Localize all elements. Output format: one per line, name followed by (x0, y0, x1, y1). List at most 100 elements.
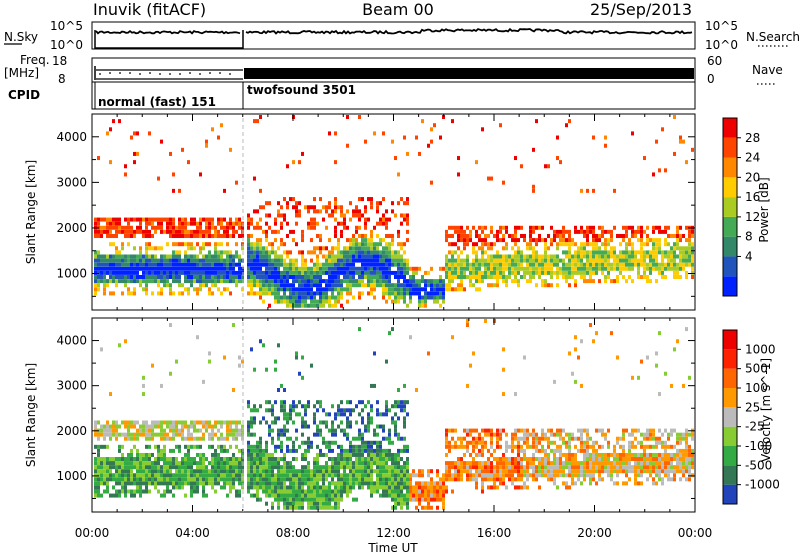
heatmap-cell (262, 489, 265, 494)
heatmap-cell (217, 436, 220, 441)
heatmap-cell (484, 432, 487, 437)
heatmap-cell (214, 279, 217, 284)
heatmap-cell (268, 489, 271, 494)
heatmap-cell (139, 493, 142, 498)
heatmap-cell (313, 262, 316, 267)
heatmap-cell (553, 473, 556, 478)
heatmap-cell (613, 461, 616, 466)
heatmap-cell (385, 465, 388, 470)
heatmap-cell (199, 287, 202, 292)
heatmap-cell (469, 465, 472, 470)
nsearch-label: N.Search (746, 30, 800, 44)
heatmap-cell (166, 254, 169, 259)
heatmap-cell (139, 473, 142, 478)
heatmap-cell (181, 428, 184, 433)
heatmap-cell (376, 448, 379, 453)
heatmap-cell (148, 469, 151, 474)
heatmap-cell (649, 266, 652, 271)
power-ylabel: Slant Range [km] (24, 160, 38, 264)
heatmap-cell (253, 242, 256, 247)
heatmap-cell (295, 270, 298, 275)
heatmap-cell (160, 229, 163, 234)
heatmap-cell (277, 262, 280, 267)
heatmap-cell (490, 452, 493, 457)
heatmap-cell (166, 461, 169, 466)
heatmap-cell (106, 283, 109, 288)
heatmap-cell (298, 270, 301, 275)
heatmap-cell (553, 452, 556, 457)
heatmap-cell (436, 473, 439, 478)
heatmap-cell (292, 160, 295, 165)
heatmap-cell (316, 444, 319, 449)
heatmap-cell (322, 452, 325, 457)
heatmap-cell (115, 477, 118, 482)
heatmap-cell (283, 497, 286, 502)
heatmap-cell (676, 238, 679, 243)
heatmap-cell (238, 489, 241, 494)
heatmap-cell (553, 258, 556, 263)
heatmap-cell (187, 461, 190, 466)
heatmap-cell (130, 457, 133, 462)
heatmap-cell (142, 262, 145, 267)
heatmap-cell (229, 461, 232, 466)
heatmap-cell (286, 287, 289, 292)
heatmap-cell (163, 275, 166, 280)
heatmap-cell (196, 481, 199, 486)
heatmap-cell (361, 258, 364, 263)
heatmap-cell (133, 275, 136, 280)
heatmap-cell (253, 246, 256, 251)
heatmap-cell (505, 246, 508, 251)
heatmap-cell (523, 473, 526, 478)
heatmap-cell (124, 424, 127, 429)
heatmap-cell (598, 225, 601, 230)
heatmap-cell (220, 266, 223, 271)
heatmap-cell (379, 452, 382, 457)
heatmap-cell (148, 229, 151, 234)
heatmap-cell (136, 489, 139, 494)
heatmap-cell (112, 217, 115, 222)
heatmap-cell (379, 201, 382, 206)
heatmap-cell (319, 404, 322, 409)
heatmap-cell (130, 258, 133, 263)
nave-label: Nave (752, 63, 783, 77)
heatmap-cell (628, 432, 631, 437)
heatmap-cell (331, 420, 334, 425)
heatmap-cell (169, 151, 172, 156)
heatmap-cell (337, 238, 340, 243)
heatmap-cell (166, 262, 169, 267)
heatmap-cell (139, 246, 142, 251)
heatmap-cell (220, 461, 223, 466)
heatmap-cell (229, 481, 232, 486)
heatmap-cell (406, 303, 409, 308)
heatmap-cell (601, 457, 604, 462)
heatmap-cell (142, 217, 145, 222)
heatmap-cell (313, 270, 316, 275)
heatmap-cell (631, 444, 634, 449)
heatmap-cell (469, 279, 472, 284)
heatmap-cell (388, 279, 391, 284)
heatmap-cell (187, 262, 190, 267)
heatmap-cell (196, 221, 199, 226)
heatmap-cell (193, 485, 196, 490)
heatmap-cell (640, 229, 643, 234)
heatmap-cell (631, 229, 634, 234)
heatmap-cell (277, 295, 280, 300)
heatmap-cell (490, 444, 493, 449)
heatmap-cell (295, 213, 298, 218)
heatmap-cell (196, 465, 199, 470)
heatmap-cell (487, 262, 490, 267)
heatmap-cell (142, 375, 145, 380)
heatmap-cell (310, 275, 313, 280)
heatmap-cell (493, 469, 496, 474)
heatmap-cell (604, 275, 607, 280)
heatmap-cell (664, 168, 667, 173)
heatmap-cell (403, 424, 406, 429)
heatmap-cell (625, 229, 628, 234)
heatmap-cell (646, 254, 649, 259)
heatmap-cell (481, 250, 484, 255)
heatmap-cell (115, 266, 118, 271)
heatmap-cell (352, 270, 355, 275)
heatmap-cell (367, 465, 370, 470)
heatmap-cell (214, 258, 217, 263)
heatmap-cell (421, 299, 424, 304)
